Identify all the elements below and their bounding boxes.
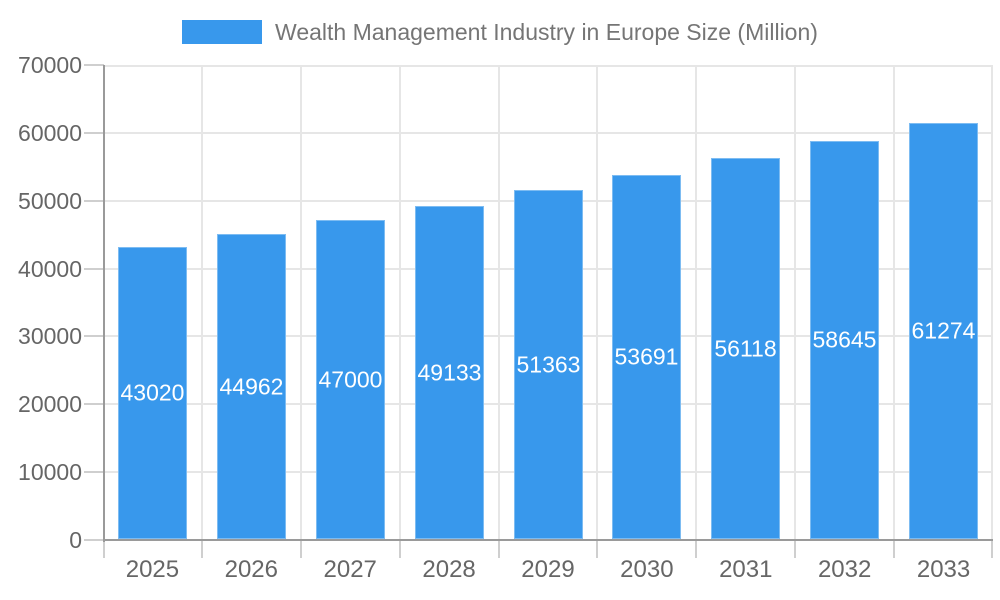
bar-value-label: 56118 xyxy=(714,335,777,361)
bar: 49133 xyxy=(415,206,484,539)
y-axis-tick xyxy=(84,64,104,66)
x-axis-label: 2025 xyxy=(125,556,180,583)
x-axis-tick xyxy=(596,540,599,558)
x-axis-label: 2027 xyxy=(323,556,377,583)
gridline-vertical xyxy=(991,65,993,540)
bar: 56118 xyxy=(711,158,780,539)
x-axis-tick xyxy=(103,540,105,558)
gridline-vertical xyxy=(893,65,896,540)
y-axis-tick xyxy=(84,335,104,338)
gridline-vertical xyxy=(794,65,797,540)
x-axis-tick xyxy=(398,540,401,558)
chart-legend: Wealth Management Industry in Europe Siz… xyxy=(0,18,1000,46)
bar: 53691 xyxy=(612,175,681,539)
y-axis-label: 0 xyxy=(69,527,82,553)
bar-value-label: 47000 xyxy=(318,366,383,392)
y-axis-label: 70000 xyxy=(18,52,82,78)
bar: 44962 xyxy=(217,234,286,539)
bar: 58645 xyxy=(810,141,879,539)
bar: 43020 xyxy=(118,247,187,539)
gridline-vertical xyxy=(398,65,401,540)
gridline-vertical xyxy=(695,65,698,540)
gridline-horizontal xyxy=(103,65,993,67)
y-axis-tick xyxy=(84,403,104,406)
bar-value-label: 58645 xyxy=(812,326,877,353)
x-axis-tick xyxy=(200,540,203,558)
x-axis-tick xyxy=(695,540,698,558)
y-axis-tick xyxy=(84,539,104,541)
y-axis-line xyxy=(103,65,105,542)
x-axis-label: 2031 xyxy=(719,556,773,583)
bar-value-label: 43020 xyxy=(120,379,185,406)
x-axis-line xyxy=(103,539,993,541)
gridline-vertical xyxy=(200,65,203,540)
x-axis-label: 2028 xyxy=(422,556,476,583)
x-axis-label: 2032 xyxy=(817,556,872,583)
gridline-vertical xyxy=(596,65,599,540)
y-axis-tick xyxy=(84,267,104,270)
chart-title: Wealth Management Industry in Europe Siz… xyxy=(275,18,818,45)
y-axis-label: 30000 xyxy=(18,323,82,350)
bar-value-label: 49133 xyxy=(417,359,482,385)
bar: 51363 xyxy=(514,190,583,539)
bar-value-label: 44962 xyxy=(219,373,284,399)
y-axis-label: 40000 xyxy=(18,255,82,282)
y-axis-label: 10000 xyxy=(18,459,82,486)
x-axis-tick xyxy=(794,540,797,558)
bar: 47000 xyxy=(316,220,385,539)
plot-area: 43020 44962 47000 49133 51363 53691 56118 58645… xyxy=(103,65,993,542)
x-axis-label: 2029 xyxy=(521,556,575,583)
x-axis-label: 2030 xyxy=(620,556,674,583)
y-axis-label: 60000 xyxy=(18,119,82,146)
y-axis-label: 20000 xyxy=(18,391,82,418)
x-axis-tick xyxy=(991,540,993,558)
x-axis-tick xyxy=(497,540,500,558)
x-axis-label: 2026 xyxy=(224,556,278,583)
legend-swatch xyxy=(182,20,263,44)
bar-value-label: 51363 xyxy=(516,351,581,377)
x-axis-tick xyxy=(299,540,302,558)
gridline-vertical xyxy=(299,65,302,540)
bar: 61274 xyxy=(909,123,978,539)
y-axis-tick xyxy=(84,199,104,202)
gridline-horizontal xyxy=(103,131,993,134)
y-axis-tick xyxy=(84,131,104,134)
bar-value-label: 61274 xyxy=(911,317,976,344)
y-axis-tick xyxy=(84,471,104,474)
x-axis-tick xyxy=(893,540,896,558)
x-axis-label: 2033 xyxy=(916,556,971,583)
gridline-vertical xyxy=(497,65,500,540)
y-axis-label: 50000 xyxy=(18,187,82,214)
bar-value-label: 53691 xyxy=(614,343,679,370)
